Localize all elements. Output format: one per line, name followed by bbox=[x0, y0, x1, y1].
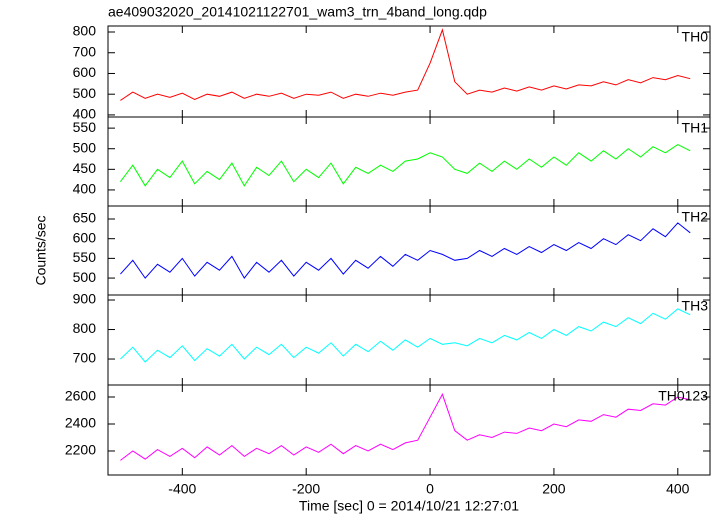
x-tick-label: 400 bbox=[666, 481, 690, 497]
series-line bbox=[120, 222, 691, 279]
chart-title: ae409032020_20141021122701_wam3_trn_4ban… bbox=[108, 4, 487, 20]
y-tick-label: 600 bbox=[73, 229, 97, 245]
panel-frame bbox=[107, 294, 711, 386]
y-tick-label: 2200 bbox=[65, 442, 96, 458]
panel-frame bbox=[107, 25, 711, 118]
series-line bbox=[120, 28, 691, 101]
series-line bbox=[120, 393, 691, 461]
y-axis-label: Counts/sec bbox=[33, 215, 49, 285]
y-tick-label: 650 bbox=[73, 210, 97, 226]
panel-frame bbox=[107, 384, 711, 476]
series-label: TH0 bbox=[682, 29, 709, 45]
y-tick-label: 700 bbox=[73, 43, 97, 59]
series-label: TH1 bbox=[682, 120, 709, 136]
y-tick-label: 400 bbox=[73, 106, 97, 122]
x-tick-label: -400 bbox=[168, 481, 196, 497]
series-label: TH0123 bbox=[658, 388, 708, 404]
y-tick-label: 2600 bbox=[65, 388, 96, 404]
series-label: TH2 bbox=[682, 209, 709, 225]
y-tick-label: 800 bbox=[73, 23, 97, 39]
y-tick-label: 600 bbox=[73, 64, 97, 80]
x-tick-label: -200 bbox=[292, 481, 320, 497]
series-line bbox=[120, 144, 691, 187]
y-tick-label: 450 bbox=[73, 160, 97, 176]
y-tick-label: 800 bbox=[73, 320, 97, 336]
x-tick-label: 0 bbox=[426, 481, 434, 497]
x-tick-label: 200 bbox=[542, 481, 566, 497]
series-label: TH3 bbox=[682, 298, 709, 314]
x-axis-label: Time [sec] 0 = 2014/10/21 12:27:01 bbox=[299, 498, 519, 514]
y-tick-label: 550 bbox=[73, 249, 97, 265]
y-tick-label: 400 bbox=[73, 181, 97, 197]
series-line bbox=[120, 308, 691, 363]
y-tick-label: 500 bbox=[73, 269, 97, 285]
y-tick-label: 900 bbox=[73, 291, 97, 307]
panel-frame bbox=[107, 116, 711, 207]
y-tick-label: 700 bbox=[73, 350, 97, 366]
panel-frame bbox=[107, 205, 711, 296]
y-tick-label: 2400 bbox=[65, 415, 96, 431]
y-tick-label: 550 bbox=[73, 119, 97, 135]
y-tick-label: 500 bbox=[73, 85, 97, 101]
y-tick-label: 500 bbox=[73, 139, 97, 155]
